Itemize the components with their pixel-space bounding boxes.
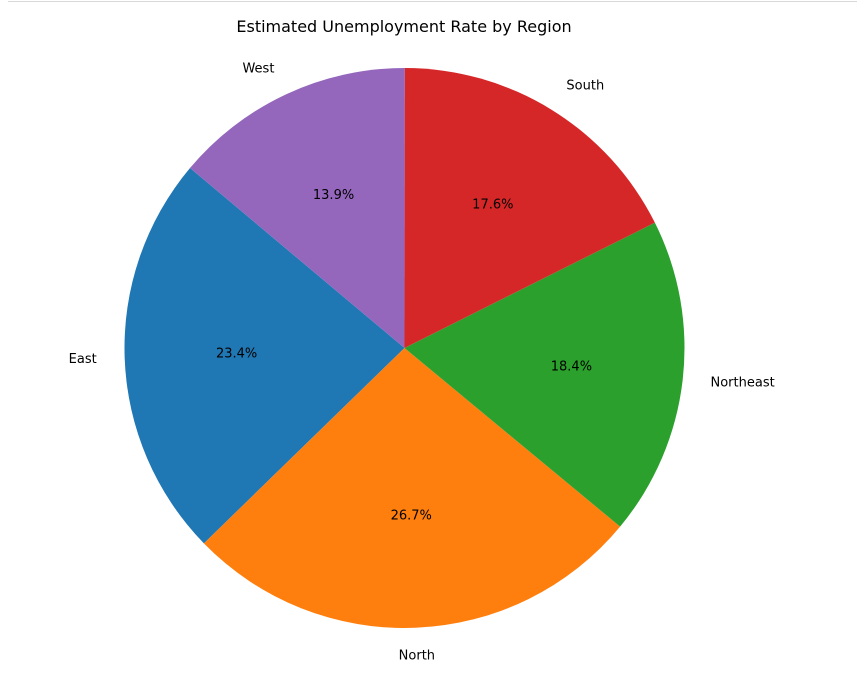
pie-slice-north bbox=[203, 348, 621, 628]
pie-slice-west bbox=[190, 68, 405, 348]
slice-label-south: South bbox=[566, 79, 604, 94]
percent-label-east: 23.4% bbox=[216, 347, 257, 362]
slice-label-north: North bbox=[399, 648, 435, 663]
pie-slice-northeast bbox=[404, 222, 685, 527]
percent-label-west: 13.9% bbox=[313, 188, 354, 203]
pie-slice-south bbox=[404, 68, 655, 349]
slice-label-west: West bbox=[242, 61, 274, 76]
pie-labels: East 23.4% North 26.7% Northeast 18.4% South 17… bbox=[69, 61, 775, 663]
percent-label-north: 26.7% bbox=[391, 508, 432, 523]
slice-label-east: East bbox=[69, 352, 97, 367]
slice-label-northeast: Northeast bbox=[711, 375, 775, 390]
percent-label-south: 17.6% bbox=[472, 198, 513, 213]
percent-label-northeast: 18.4% bbox=[551, 360, 592, 375]
pie-slices bbox=[124, 68, 685, 628]
pie-slice-east bbox=[124, 168, 405, 544]
window-top-border bbox=[8, 0, 857, 2]
chart-title: Estimated Unemployment Rate by Region bbox=[236, 17, 571, 36]
